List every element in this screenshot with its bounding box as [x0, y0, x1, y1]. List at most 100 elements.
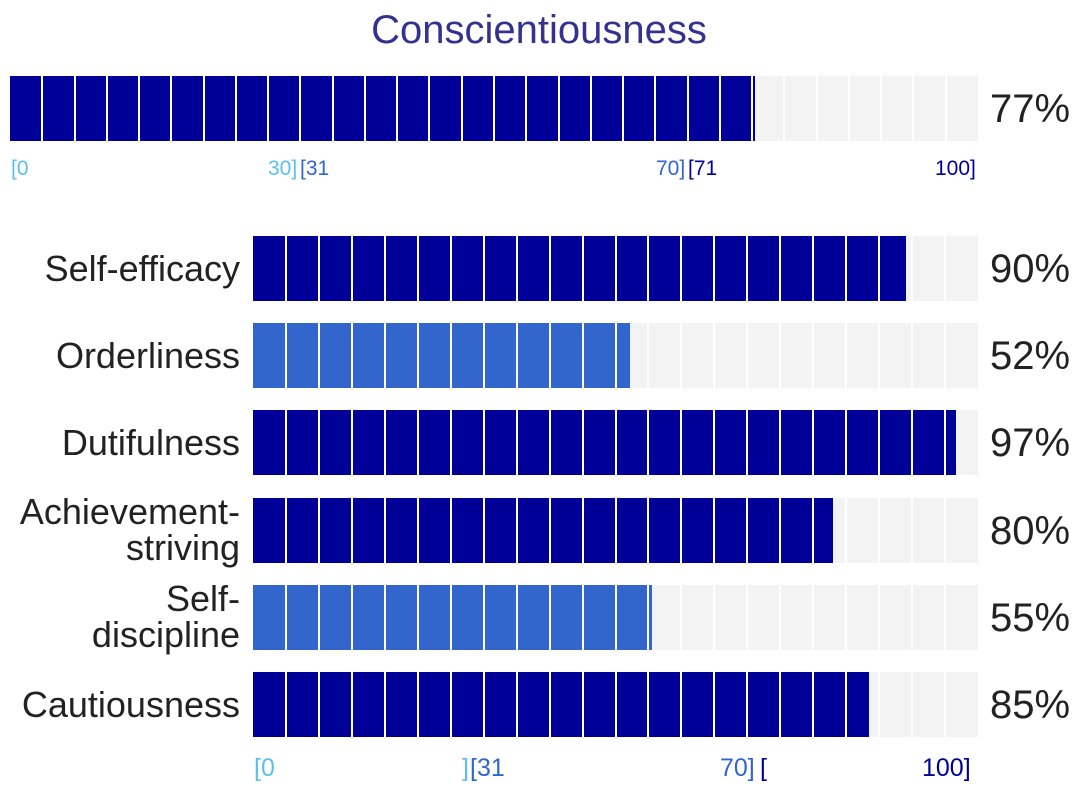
bar-segment-divider — [944, 584, 947, 650]
bar-segment-divider — [878, 672, 881, 737]
bar-segment-divider — [548, 584, 551, 650]
bar-segment-divider — [779, 672, 782, 737]
bar-segment-divider — [284, 672, 287, 737]
bar-segment-divider — [647, 584, 650, 650]
bar-segment-divider — [482, 497, 485, 563]
bar-segment-divider — [845, 497, 848, 563]
bar-segment-divider — [383, 497, 386, 563]
facet-percent: 90% — [990, 247, 1071, 291]
bar-segment-divider — [680, 497, 683, 563]
bar-segment-divider — [267, 76, 270, 141]
facet-label: Orderliness — [55, 334, 240, 376]
facet-percent: 80% — [990, 508, 1071, 553]
bar-segment-divider — [944, 410, 947, 476]
bar-segment-divider — [779, 584, 782, 650]
bar-segment-divider — [680, 672, 683, 737]
bar-segment-divider — [515, 584, 518, 650]
facet-bar-track — [253, 323, 978, 389]
bar-segment-divider — [548, 672, 551, 737]
bar-segment-divider — [622, 76, 625, 141]
bar-segment-divider — [878, 323, 881, 389]
bar-segment-divider — [383, 410, 386, 476]
bar-segment-divider — [944, 236, 947, 301]
overall-tick-100-close: 100] — [935, 157, 976, 180]
bar-segment-divider — [284, 323, 287, 389]
bar-segment-divider — [105, 76, 108, 141]
overall-tick-0-open: [0 — [11, 157, 29, 180]
bar-segment-divider — [383, 236, 386, 301]
facet-tick-open-high: [ — [760, 754, 767, 782]
bar-segment-divider — [317, 236, 320, 301]
bar-segment-divider — [812, 672, 815, 737]
bar-segment-divider — [680, 236, 683, 301]
bar-segment-divider — [878, 410, 881, 476]
chart-title: Conscientiousness — [371, 8, 707, 52]
bar-segment-divider — [779, 236, 782, 301]
bar-segment-divider — [449, 584, 452, 650]
bar-segment-divider — [515, 497, 518, 563]
bar-segment-divider — [944, 497, 947, 563]
bar-segment-divider — [350, 584, 353, 650]
bar-segment-divider — [515, 236, 518, 301]
facet-bar-fill — [253, 410, 957, 476]
bar-segment-divider — [647, 497, 650, 563]
bar-segment-divider — [416, 584, 419, 650]
bar-segment-divider — [845, 410, 848, 476]
bar-segment-divider — [654, 76, 657, 141]
bar-segment-divider — [911, 584, 914, 650]
bar-segment-divider — [614, 323, 617, 389]
bar-segment-divider — [713, 410, 716, 476]
bar-segment-divider — [548, 236, 551, 301]
facet-percent: 97% — [990, 421, 1071, 466]
bar-segment-divider — [515, 672, 518, 737]
facet-percent: 55% — [990, 595, 1071, 640]
bar-segment-divider — [557, 76, 560, 141]
bar-segment-divider — [680, 323, 683, 389]
bar-segment-divider — [482, 323, 485, 389]
bar-segment-divider — [202, 76, 205, 141]
overall-tick-71-open: [71 — [688, 157, 718, 180]
bar-segment-divider — [299, 76, 302, 141]
bar-segment-divider — [317, 672, 320, 737]
facet-tick-close-low: ] — [462, 754, 469, 782]
bar-segment-divider — [317, 497, 320, 563]
bar-segment-divider — [460, 76, 463, 141]
bar-segment-divider — [845, 323, 848, 389]
bar-segment-divider — [396, 76, 399, 141]
bar-segment-divider — [713, 236, 716, 301]
bar-segment-divider — [718, 76, 721, 141]
bar-segment-divider — [911, 672, 914, 737]
bar-segment-divider — [350, 497, 353, 563]
bar-segment-divider — [363, 76, 366, 141]
bar-segment-divider — [284, 584, 287, 650]
facet-bar-track — [253, 497, 978, 563]
bar-segment-divider — [746, 323, 749, 389]
bar-segment-divider — [779, 410, 782, 476]
bar-segment-divider — [911, 410, 914, 476]
facet-tick-70-close: 70] — [720, 754, 755, 782]
bar-segment-divider — [383, 323, 386, 389]
bar-segment-divider — [911, 323, 914, 389]
overall-tick-31-open: [31 — [300, 157, 330, 180]
facet-label-line: Orderliness — [55, 334, 240, 376]
facet-label: Self-efficacy — [44, 247, 240, 289]
bar-segment-divider — [812, 323, 815, 389]
facet-tick-31-open: [31 — [470, 754, 505, 782]
bar-segment-divider — [482, 672, 485, 737]
bar-segment-divider — [449, 236, 452, 301]
bar-segment-divider — [73, 76, 76, 141]
bar-segment-divider — [779, 497, 782, 563]
facet-label: Cautiousness — [22, 686, 240, 723]
bar-segment-divider — [548, 323, 551, 389]
bar-segment-divider — [647, 236, 650, 301]
bar-segment-divider — [234, 76, 237, 141]
facet-bar-track — [253, 236, 978, 301]
overall-tick-30-close: 30] — [268, 157, 298, 180]
bar-segment-divider — [746, 236, 749, 301]
facet-label-line: discipline — [91, 614, 240, 656]
bar-segment-divider — [812, 236, 815, 301]
facet-label-line: Self-efficacy — [44, 247, 240, 289]
facet-label-line: striving — [125, 527, 240, 569]
bar-segment-divider — [686, 76, 689, 141]
facet-bar-track — [253, 410, 978, 476]
